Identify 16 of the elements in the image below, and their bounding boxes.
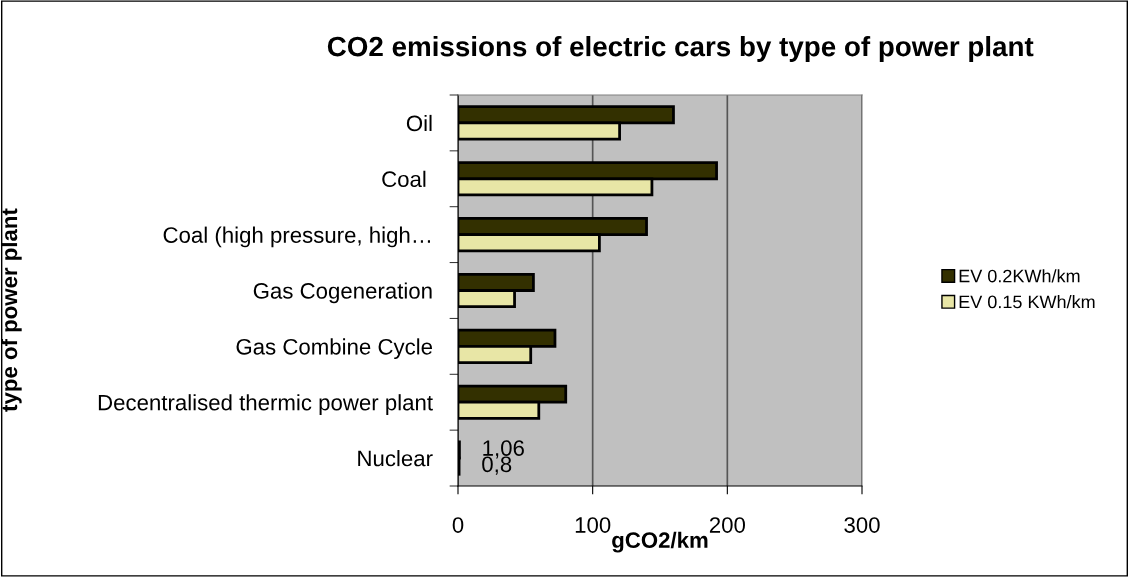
legend-label: EV 0.2KWh/km bbox=[959, 269, 1080, 283]
y-tick-label: Gas Cogeneration bbox=[253, 282, 432, 304]
y-tick-label: Gas Combine Cycle bbox=[236, 338, 433, 360]
x-tick-label: 100 bbox=[575, 517, 611, 533]
y-axis-title: type of power plant bbox=[0, 208, 22, 412]
y-tick-label: Coal bbox=[382, 170, 426, 188]
legend-label: EV 0.15 KWh/km bbox=[959, 295, 1095, 309]
y-tick-label: Oil bbox=[406, 114, 432, 132]
y-tick-label: Decentralised thermic power plant bbox=[98, 394, 433, 415]
x-axis-title: gCO2/km bbox=[612, 531, 708, 553]
x-tick-label: 300 bbox=[844, 517, 880, 533]
chart-title: CO2 emissions of electric cars by type of power plant bbox=[327, 35, 1034, 62]
y-tick-label: Coal (high pressure, high… bbox=[163, 226, 430, 248]
y-tick-label: Nuclear bbox=[358, 450, 433, 467]
x-tick-label: 0 bbox=[452, 517, 464, 533]
x-tick-label: 200 bbox=[709, 517, 745, 533]
